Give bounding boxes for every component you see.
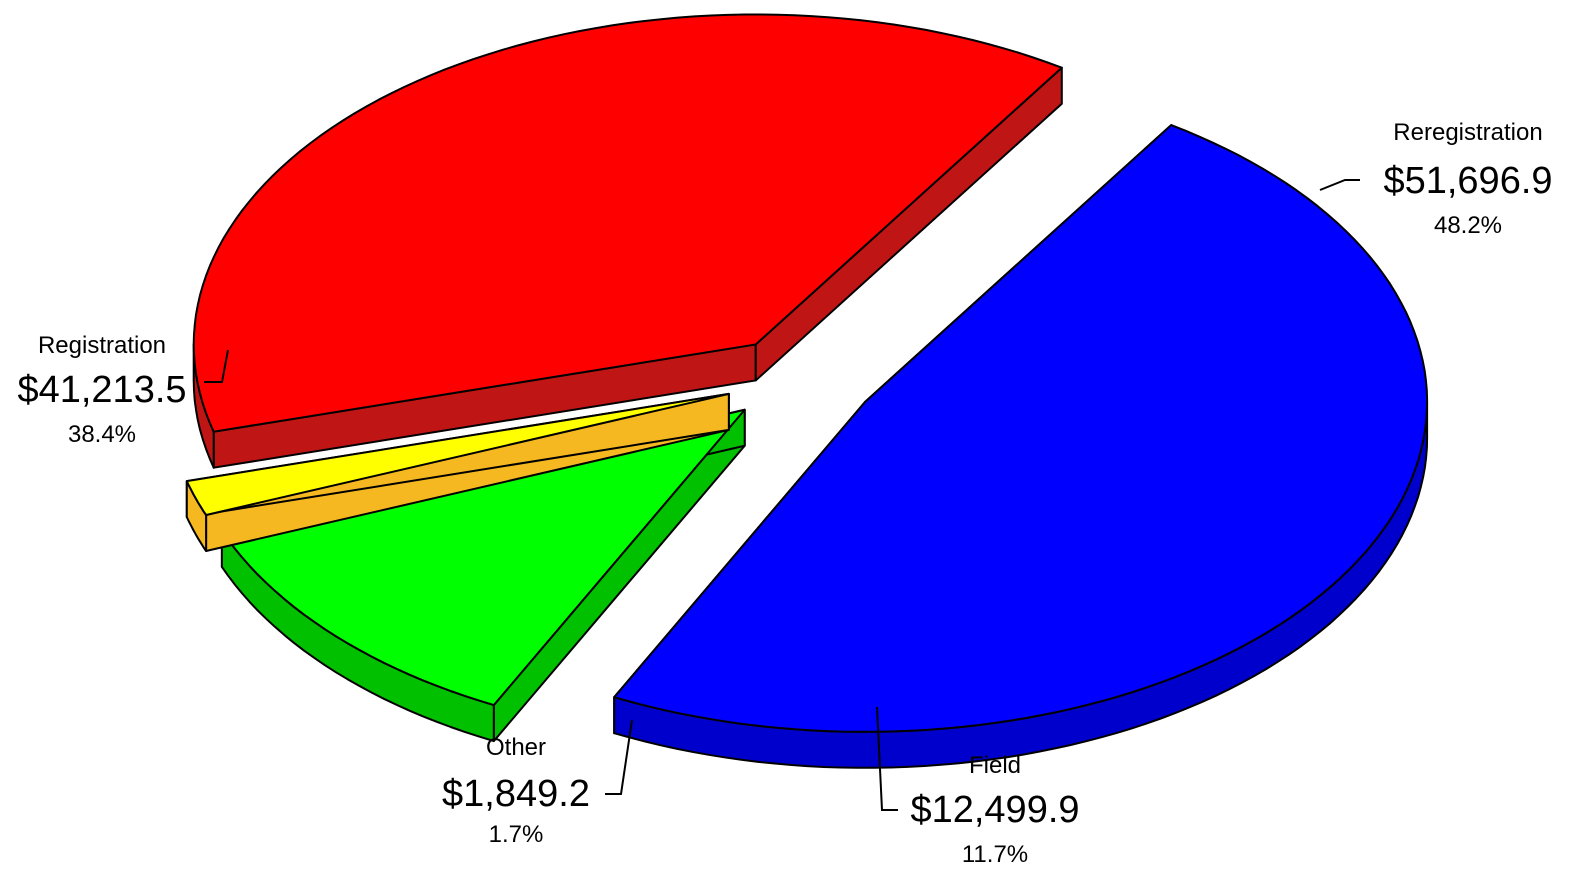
slice-percent-field: 11.7% <box>962 841 1028 868</box>
slice-top-other <box>185 392 730 516</box>
slice-label-field: Field <box>969 752 1021 779</box>
slices-layer <box>185 13 1429 769</box>
slice-value-registration: $41,213.5 <box>17 369 186 411</box>
slice-value-reregistration: $51,696.9 <box>1383 160 1552 202</box>
slice-top-field <box>220 408 746 707</box>
slice-value-other: $1,849.2 <box>442 773 590 815</box>
slice-other <box>185 392 730 552</box>
leader-line-registration <box>204 349 229 383</box>
slice-value-field: $12,499.9 <box>910 789 1079 831</box>
slice-top-registration <box>192 13 1063 433</box>
slice-reregistration <box>613 124 1429 769</box>
slice-label-other: Other <box>486 734 546 761</box>
leader-line-other <box>605 719 633 795</box>
slice-percent-other: 1.7% <box>489 821 544 848</box>
slice-label-registration: Registration <box>38 332 166 359</box>
slice-percent-registration: 38.4% <box>68 421 136 448</box>
slice-label-reregistration: Reregistration <box>1393 119 1542 146</box>
slice-percent-reregistration: 48.2% <box>1434 212 1502 239</box>
slice-registration <box>192 13 1063 469</box>
leader-line-field <box>876 706 898 811</box>
leader-line-reregistration <box>1319 179 1360 191</box>
labels-layer: Reregistration $51,696.9 48.2% Registrat… <box>17 119 1552 868</box>
